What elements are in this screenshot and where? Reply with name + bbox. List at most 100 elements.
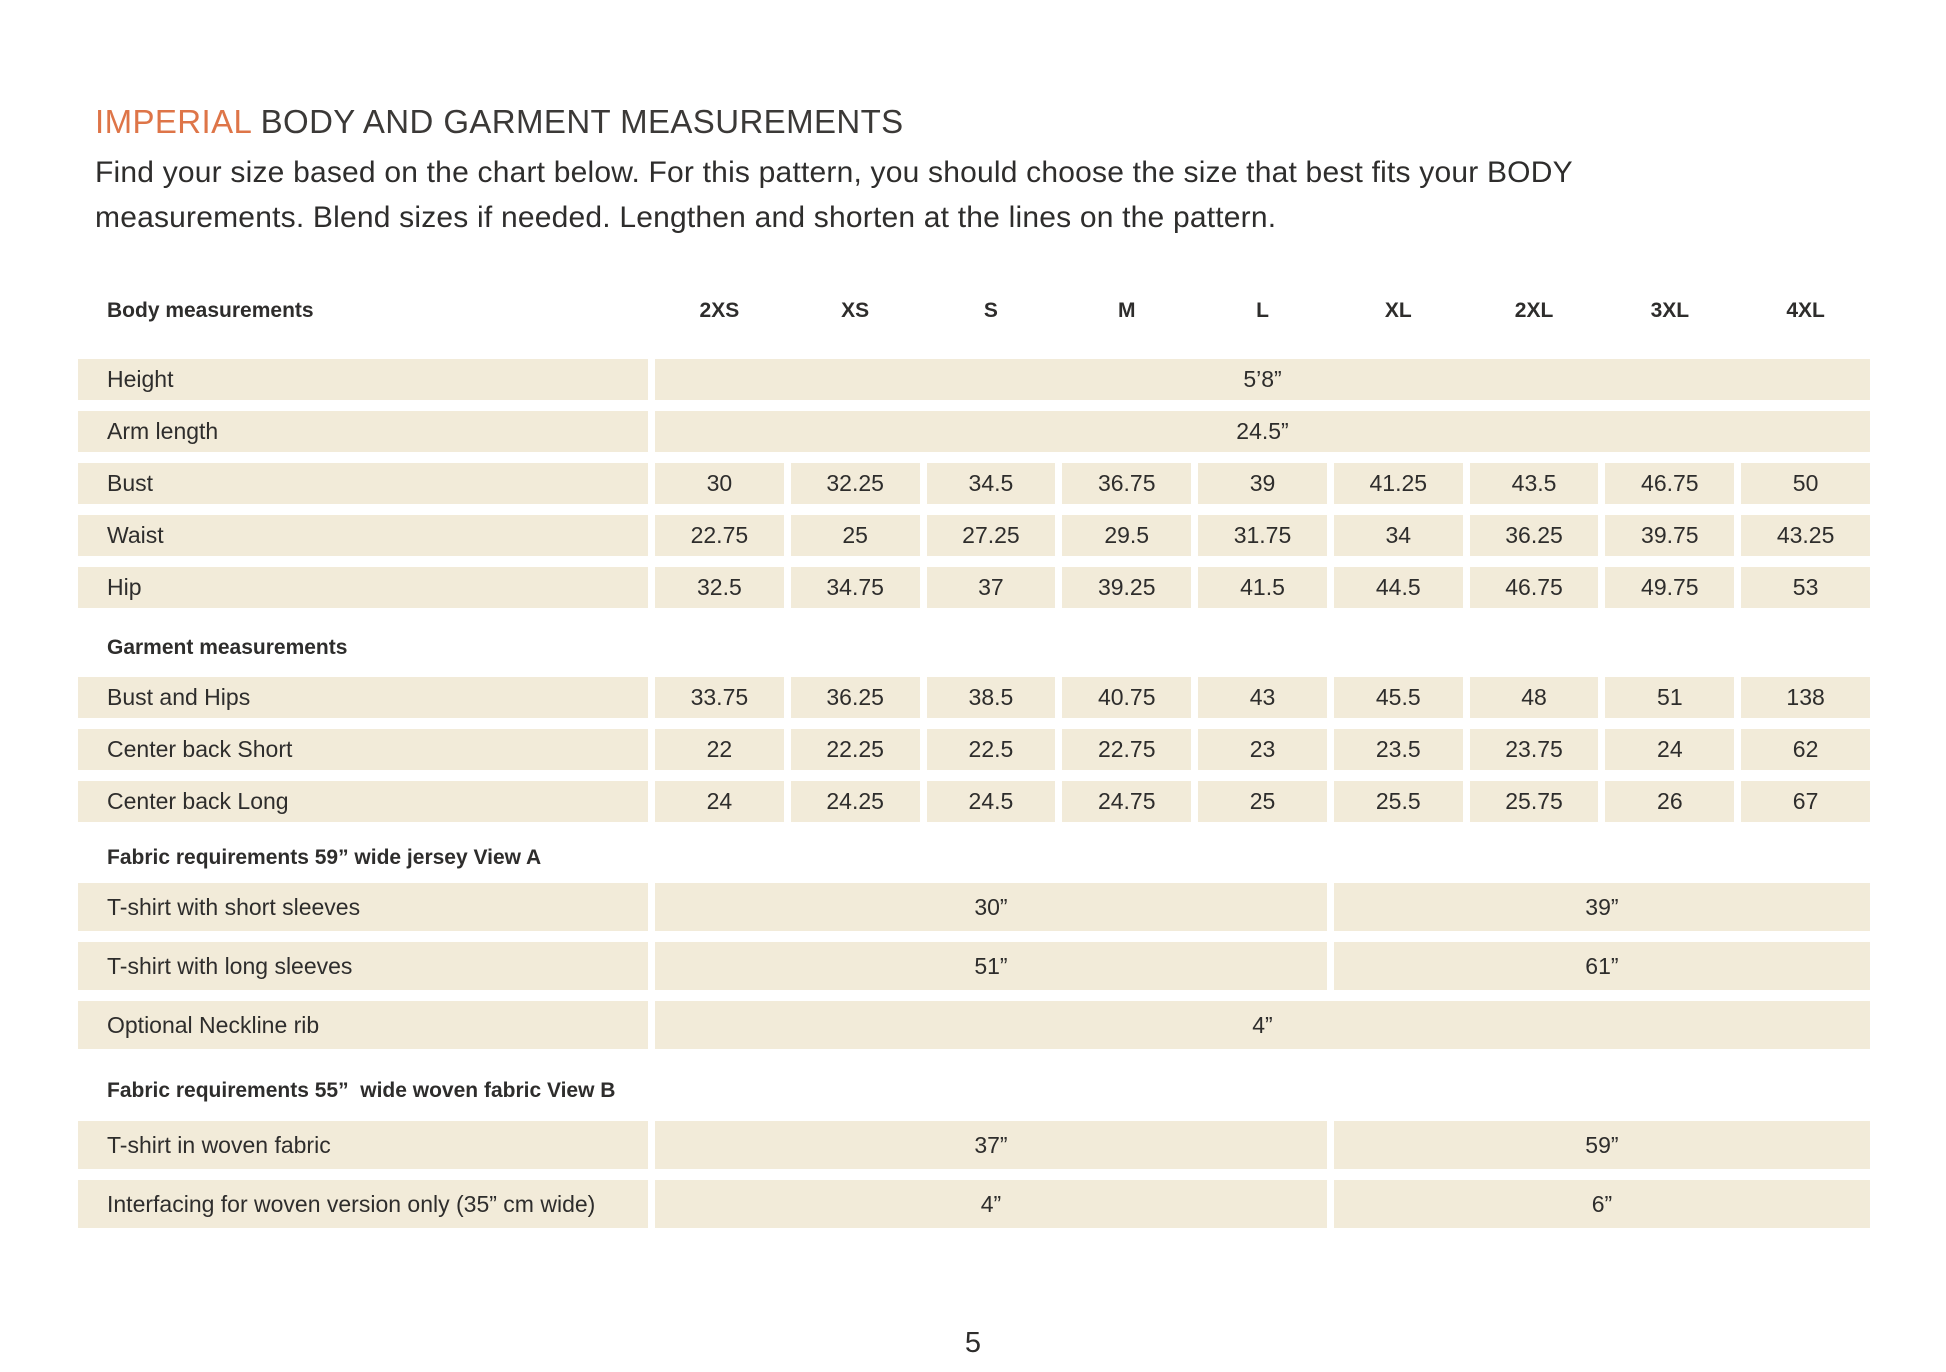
value-cell: 23.75 [1469, 729, 1599, 770]
intro-line: measurements. Blend sizes if needed. Len… [95, 201, 1277, 234]
column-header-size: 3XL [1650, 299, 1690, 322]
page-title: IMPERIAL BODY AND GARMENT MEASUREMENTS [95, 103, 904, 141]
value-cell: 34.75 [790, 567, 920, 608]
value-cell: 37 [926, 567, 1056, 608]
value-cell: 40.75 [1062, 677, 1192, 718]
row-value-merged-left: 37” [655, 1121, 1327, 1169]
value-cell: 25.5 [1333, 781, 1463, 822]
value-cell: 34.5 [926, 463, 1056, 504]
value-cell: 51 [1605, 677, 1735, 718]
table-row-center-back-long: Center back Long 24 24.25 24.5 24.75 25 … [78, 781, 1870, 822]
value-cell: 138 [1741, 677, 1870, 718]
section-header-garment: Garment measurements [78, 619, 1870, 677]
value-cell: 23 [1198, 729, 1327, 770]
column-header-size: XL [1384, 299, 1412, 322]
row-value-merged: 4” [655, 1001, 1870, 1049]
value-cell: 49.75 [1605, 567, 1735, 608]
row-label: T-shirt with long sleeves [78, 942, 648, 990]
title-highlight: IMPERIAL [95, 103, 252, 140]
table-row-bust-and-hips: Bust and Hips 33.75 36.25 38.5 40.75 43 … [78, 677, 1870, 718]
column-header-size: M [1117, 299, 1136, 322]
value-cell: 23.5 [1333, 729, 1463, 770]
value-cell: 43 [1198, 677, 1327, 718]
table-row-tshirt-long-sleeves: T-shirt with long sleeves 51” 61” [78, 942, 1870, 990]
row-value-merged: 5’8” [655, 359, 1870, 400]
section-header-fabric-jersey: Fabric requirements 59” wide jersey View… [78, 833, 1870, 883]
value-cell: 25.75 [1469, 781, 1599, 822]
value-cell: 62 [1741, 729, 1870, 770]
value-cell: 22 [655, 729, 784, 770]
table-row-tshirt-short-sleeves: T-shirt with short sleeves 30” 39” [78, 883, 1870, 931]
section-label: Fabric requirements 59” wide jersey View… [107, 846, 542, 869]
value-cell: 33.75 [655, 677, 784, 718]
row-label: Interfacing for woven version only (35” … [78, 1180, 648, 1228]
column-header-size: S [983, 299, 998, 322]
value-cell: 29.5 [1062, 515, 1192, 556]
column-header-size: L [1256, 299, 1269, 322]
value-cell: 46.75 [1605, 463, 1735, 504]
column-header-size: 4XL [1786, 299, 1825, 322]
value-cell: 25 [790, 515, 920, 556]
row-label: Height [78, 359, 648, 400]
value-cell: 24.25 [790, 781, 920, 822]
value-cell: 30 [655, 463, 784, 504]
value-cell: 34 [1333, 515, 1463, 556]
row-value-merged-right: 61” [1333, 942, 1870, 990]
column-header-size: 2XS [699, 299, 740, 322]
value-cell: 43.25 [1741, 515, 1870, 556]
column-header-size: XS [841, 299, 870, 322]
value-cell: 24 [1605, 729, 1735, 770]
table-header-row: Body measurements 2XS XS S M L XL 2XL 3X… [78, 290, 1870, 332]
value-cell: 27.25 [926, 515, 1056, 556]
row-value-merged-left: 51” [655, 942, 1327, 990]
value-cell: 45.5 [1333, 677, 1463, 718]
table-row-tshirt-woven: T-shirt in woven fabric 37” 59” [78, 1121, 1870, 1169]
value-cell: 39 [1198, 463, 1327, 504]
value-cell: 41.25 [1333, 463, 1463, 504]
value-cell: 43.5 [1469, 463, 1599, 504]
value-cell: 24 [655, 781, 784, 822]
value-cell: 36.75 [1062, 463, 1192, 504]
row-value-merged: 24.5” [655, 411, 1870, 452]
row-value-merged-right: 39” [1333, 883, 1870, 931]
page-number: 5 [964, 1327, 982, 1359]
table-row-center-back-short: Center back Short 22 22.25 22.5 22.75 23… [78, 729, 1870, 770]
column-header-size: 2XL [1514, 299, 1554, 322]
row-label: Optional Neckline rib [78, 1001, 648, 1049]
table-row-height: Height 5’8” [78, 359, 1870, 400]
value-cell: 39.75 [1605, 515, 1735, 556]
value-cell: 41.5 [1198, 567, 1327, 608]
column-header-body-measurements: Body measurements [107, 299, 314, 322]
value-cell: 44.5 [1333, 567, 1463, 608]
intro-text: Find your size based on the chart below.… [95, 150, 1573, 240]
value-cell: 67 [1741, 781, 1870, 822]
row-label: Bust and Hips [78, 677, 648, 718]
value-cell: 39.25 [1062, 567, 1192, 608]
intro-line: Find your size based on the chart below.… [95, 156, 1573, 189]
table-row-hip: Hip 32.5 34.75 37 39.25 41.5 44.5 46.75 … [78, 567, 1870, 608]
row-label: T-shirt in woven fabric [78, 1121, 648, 1169]
row-label: Hip [78, 567, 648, 608]
title-rest: BODY AND GARMENT MEASUREMENTS [251, 103, 904, 140]
value-cell: 48 [1469, 677, 1599, 718]
value-cell: 22.25 [790, 729, 920, 770]
section-label: Fabric requirements 55” wide woven fabri… [107, 1078, 616, 1102]
value-cell: 24.75 [1062, 781, 1192, 822]
table-row-waist: Waist 22.75 25 27.25 29.5 31.75 34 36.25… [78, 515, 1870, 556]
value-cell: 32.5 [655, 567, 784, 608]
value-cell: 50 [1741, 463, 1870, 504]
value-cell: 25 [1198, 781, 1327, 822]
value-cell: 22.75 [655, 515, 784, 556]
row-label: Center back Short [78, 729, 648, 770]
row-label: Waist [78, 515, 648, 556]
section-header-fabric-woven: Fabric requirements 55” wide woven fabri… [78, 1060, 1870, 1121]
table-row-bust: Bust 30 32.25 34.5 36.75 39 41.25 43.5 4… [78, 463, 1870, 504]
table-row-interfacing: Interfacing for woven version only (35” … [78, 1180, 1870, 1228]
row-value-merged-left: 4” [655, 1180, 1327, 1228]
row-value-merged-right: 59” [1333, 1121, 1870, 1169]
row-label: Arm length [78, 411, 648, 452]
value-cell: 22.5 [926, 729, 1056, 770]
table-row-arm-length: Arm length 24.5” [78, 411, 1870, 452]
value-cell: 22.75 [1062, 729, 1192, 770]
